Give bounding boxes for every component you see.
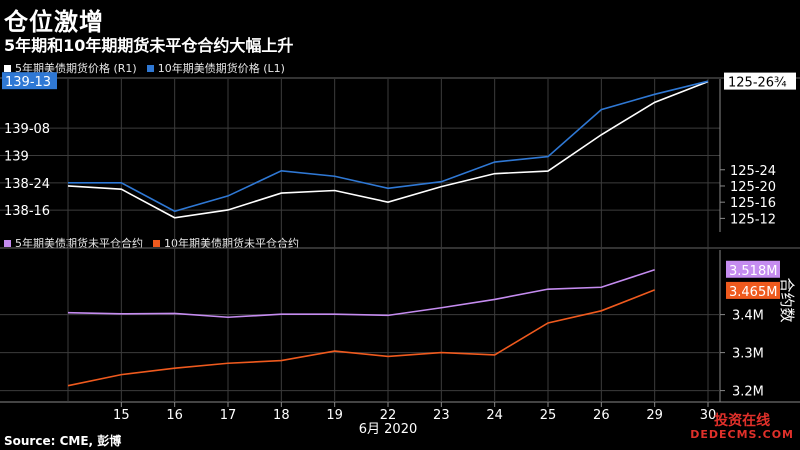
legend-top: 5年期美债期货价格 (R1) 10年期美债期货价格 (L1) bbox=[4, 60, 285, 76]
chart-subtitle: 5年期和10年期期货未平仓合约大幅上升 bbox=[4, 36, 294, 55]
end-label-purple-bg bbox=[726, 260, 780, 278]
watermark-line2: DEDECMS.COM bbox=[690, 428, 794, 441]
x-tick-label: 17 bbox=[220, 408, 237, 423]
source-note: Source: CME, 彭博 bbox=[4, 434, 122, 448]
series-5y-oi-line bbox=[67, 268, 655, 319]
x-tick-label: 30 bbox=[700, 408, 717, 423]
x-axis-title: 6月 2020 bbox=[359, 422, 418, 437]
x-tick-label: 24 bbox=[486, 408, 503, 423]
bottom-tick-label: 3.3M bbox=[732, 347, 764, 362]
x-tick-label: 19 bbox=[326, 408, 343, 423]
legend-swatch-white bbox=[4, 64, 11, 72]
current-left-tag-bg bbox=[2, 72, 57, 90]
right-tick-label: 125-16 bbox=[730, 196, 776, 211]
legend-item-10y-oi: 10年期美债期货未平仓合约 bbox=[153, 235, 299, 251]
x-tick-label: 29 bbox=[646, 408, 663, 423]
x-tick-label: 22 bbox=[380, 408, 397, 423]
current-left-tag: 139-13 bbox=[5, 75, 51, 90]
legend-bottom: 5年期美债期货未平仓合约 10年期美债期货未平仓合约 bbox=[4, 235, 299, 251]
x-tick-label: 23 bbox=[433, 408, 450, 423]
current-right-tag-bg bbox=[724, 72, 796, 90]
bottom-tick-label: 3.4M bbox=[732, 309, 764, 324]
right-tick-label: 125-24 bbox=[730, 164, 776, 179]
end-label-orange-bg bbox=[726, 281, 780, 299]
legend-label-10y-price: 10年期美债期货价格 (L1) bbox=[157, 62, 285, 75]
x-tick-label: 15 bbox=[113, 408, 130, 423]
series-10y-oi-line bbox=[67, 289, 655, 387]
legend-swatch-orange bbox=[153, 239, 160, 247]
bottom-tick-label: 3.2M bbox=[732, 385, 764, 400]
legend-item-5y-oi: 5年期美债期货未平仓合约 bbox=[4, 235, 143, 251]
right-tick-label: 125-20 bbox=[730, 180, 776, 195]
legend-swatch-blue bbox=[146, 64, 154, 72]
legend-label-5y-price: 5年期美债期货价格 (R1) bbox=[15, 62, 137, 75]
x-tick-label: 18 bbox=[273, 408, 290, 423]
current-right-tag: 125-26¾ bbox=[728, 76, 787, 91]
legend-item-5y-price: 5年期美债期货价格 (R1) bbox=[4, 60, 137, 76]
left-tick-label: 139 bbox=[4, 150, 29, 165]
watermark: 投资在线 DEDECMS.COM bbox=[690, 414, 794, 442]
series-10y-price-line bbox=[68, 80, 709, 213]
watermark-line1: 投资在线 bbox=[714, 413, 771, 429]
chart-title: 仓位激增 bbox=[4, 8, 104, 36]
legend-item-10y-price: 10年期美债期货价格 (L1) bbox=[146, 60, 285, 76]
left-tick-label: 138-24 bbox=[4, 177, 50, 192]
x-tick-label: 25 bbox=[540, 408, 557, 423]
left-tick-label: 139-08 bbox=[4, 122, 50, 137]
x-tick-label: 26 bbox=[593, 408, 610, 423]
legend-label-5y-oi: 5年期美债期货未平仓合约 bbox=[15, 237, 143, 250]
right-tick-label: 125-12 bbox=[730, 212, 776, 227]
x-tick-label: 16 bbox=[166, 408, 183, 423]
left-tick-label: 138-16 bbox=[4, 204, 50, 219]
end-label-5y-oi: 3.518M bbox=[729, 264, 777, 279]
legend-label-10y-oi: 10年期美债期货未平仓合约 bbox=[164, 237, 299, 250]
bottom-y-axis-title: 合约数 bbox=[778, 277, 796, 322]
series-5y-price-line bbox=[67, 80, 709, 219]
legend-swatch-purple bbox=[4, 239, 11, 247]
end-label-10y-oi: 3.465M bbox=[729, 285, 777, 300]
